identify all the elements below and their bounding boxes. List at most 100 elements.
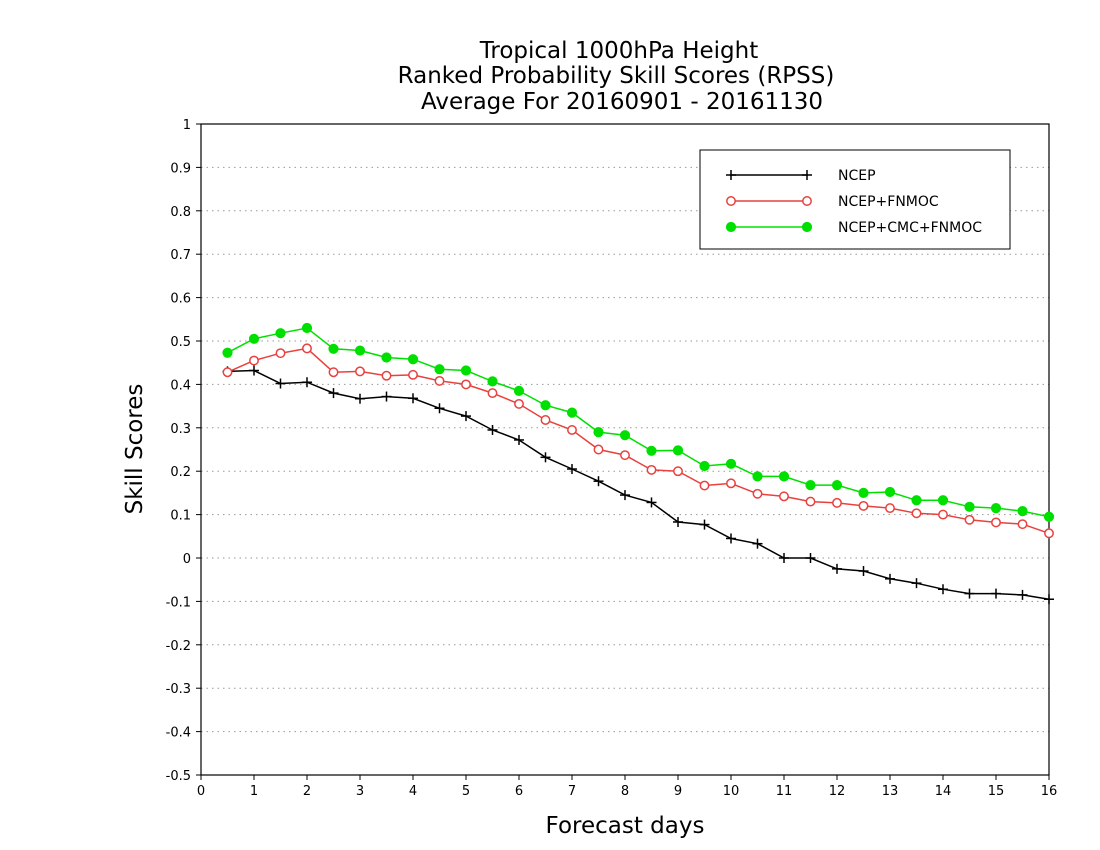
data-point [222, 367, 233, 378]
data-point [567, 425, 577, 435]
grid-lines [201, 166, 1049, 733]
y-tick-label: -0.1 [166, 595, 191, 610]
legend-label: NCEP+FNMOC [838, 194, 939, 210]
data-point [858, 487, 869, 498]
y-tick-label: 0.7 [170, 248, 191, 263]
legend-entry: NCEP [726, 168, 876, 184]
data-point [646, 464, 657, 475]
data-point [831, 479, 843, 491]
series-line [227, 327, 1050, 518]
data-point [673, 466, 683, 477]
data-point [460, 365, 472, 376]
series-0 [222, 365, 1054, 605]
x-tick-label: 2 [303, 784, 311, 799]
data-point [593, 444, 604, 455]
data-point [514, 398, 524, 409]
data-point [434, 403, 445, 414]
data-point [593, 476, 604, 487]
data-point [779, 491, 789, 502]
x-tick-label: 1 [250, 784, 258, 799]
x-axis-title: Forecast days [546, 813, 705, 839]
data-point [487, 388, 498, 399]
x-tick-label: 8 [621, 784, 629, 799]
x-tick-label: 7 [568, 784, 576, 799]
legend-marker [802, 196, 812, 206]
data-point [434, 364, 445, 375]
y-tick-label: -0.2 [166, 639, 191, 654]
chart-title-line-1: Tropical 1000hPa Height [479, 38, 759, 64]
data-point [699, 480, 710, 491]
data-point [752, 471, 763, 482]
data-point [619, 430, 631, 441]
data-point [487, 424, 498, 435]
data-point [805, 553, 816, 563]
y-tick-label: 1 [183, 118, 191, 133]
chart-title: Tropical 1000hPa Height Ranked Probabili… [398, 38, 835, 115]
data-point [699, 519, 710, 530]
x-tick-label: 10 [723, 784, 740, 799]
data-point [275, 328, 286, 339]
data-point [672, 445, 684, 456]
data-point [884, 486, 896, 498]
data-point [805, 479, 816, 491]
legend-label: NCEP [838, 168, 876, 184]
legend-marker [725, 221, 737, 233]
data-point [911, 578, 922, 589]
x-tick-label: 0 [197, 784, 205, 799]
y-axis-title: Skill Scores [122, 384, 148, 515]
data-point [991, 588, 1001, 599]
y-tick-label: 0.2 [170, 465, 191, 480]
data-point [407, 354, 419, 365]
data-point [911, 495, 922, 506]
data-point [514, 434, 524, 445]
data-point [620, 490, 630, 501]
data-point [461, 411, 471, 422]
data-point [540, 415, 551, 425]
data-point [222, 347, 233, 358]
data-point [408, 369, 418, 380]
data-point [249, 355, 259, 366]
axis-ticks: -0.5 -0.4 -0.3 -0.2 -0.1 0 0.1 0.2 0.3 0.4 0.5 0.6 0… [166, 118, 1058, 799]
y-tick-label: 0.3 [170, 422, 191, 437]
data-point [885, 573, 895, 584]
data-point [567, 464, 577, 475]
y-tick-label: 0.4 [170, 378, 191, 393]
data-point [381, 352, 392, 363]
y-tick-label: -0.3 [166, 682, 191, 697]
data-point [540, 452, 551, 463]
legend-entry: NCEP+CMC+FNMOC [725, 220, 982, 236]
data-point [938, 509, 948, 520]
data-point [620, 450, 630, 461]
data-point [328, 343, 339, 354]
legend-marker [802, 170, 812, 180]
data-point [726, 478, 736, 489]
data-point [434, 375, 445, 386]
x-tick-label: 12 [829, 784, 846, 799]
legend-box [699, 149, 1011, 250]
data-point [726, 533, 736, 544]
data-point [805, 496, 816, 507]
legend: NCEP NCEP+FNMOC NCEP+CMC+FNMOC [699, 149, 1011, 250]
data-point [301, 322, 313, 334]
data-point [249, 365, 259, 376]
x-tick-label: 6 [515, 784, 523, 799]
data-point [832, 563, 842, 574]
data-point [858, 500, 869, 511]
y-tick-label: 0.1 [170, 509, 191, 524]
y-tick-label: 0 [183, 552, 191, 567]
data-point [991, 517, 1001, 528]
x-tick-label: 13 [882, 784, 899, 799]
data-point [990, 502, 1002, 514]
data-point [937, 495, 949, 506]
chart-title-line-2: Ranked Probability Skill Scores (RPSS) [398, 63, 835, 89]
data-point [964, 588, 975, 599]
data-point [275, 348, 286, 359]
data-point [964, 501, 975, 512]
data-point [911, 508, 922, 519]
y-tick-label: 0.6 [170, 292, 191, 307]
data-point [328, 367, 339, 378]
chart-title-line-3: Average For 20160901 - 20161130 [421, 89, 823, 115]
y-tick-label: -0.5 [166, 769, 191, 784]
data-series [222, 322, 1055, 605]
